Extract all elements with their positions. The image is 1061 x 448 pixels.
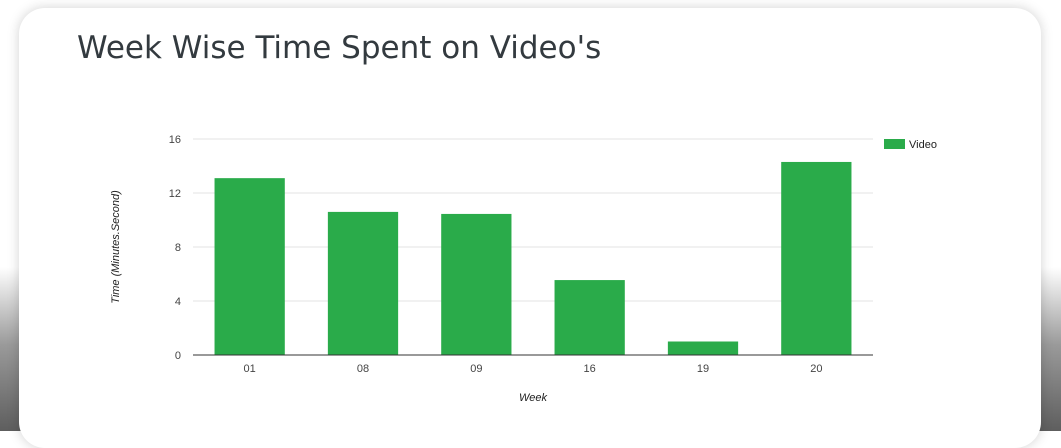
bar-week-20	[781, 161, 852, 355]
y-tick-label: 12	[169, 188, 181, 200]
x-tick-label: 08	[357, 363, 369, 375]
legend: Video	[884, 139, 937, 151]
bar-week-09	[441, 213, 512, 355]
legend-label-video: Video	[909, 139, 937, 151]
card-title: Week Wise Time Spent on Video's	[77, 30, 602, 66]
gridlines	[193, 138, 873, 302]
bar-week-19	[667, 341, 739, 355]
x-tick-label: 09	[470, 363, 482, 375]
y-tick-label: 8	[175, 242, 181, 254]
chart-card: Week Wise Time Spent on Video's 0 4 8 12 16 …	[19, 8, 1041, 448]
bars	[214, 161, 852, 355]
x-tick-label: 01	[244, 363, 256, 375]
bar-week-16	[554, 280, 625, 355]
bar-week-08	[327, 211, 399, 355]
y-tick-label: 4	[175, 296, 181, 308]
video-time-bar-chart: 0 4 8 12 16 01 08 09 16 19 20 Week Time (Minutes.…	[110, 134, 937, 404]
x-axis-title: Week	[519, 392, 547, 404]
y-tick-label: 16	[169, 134, 181, 146]
y-tick-label: 0	[175, 350, 181, 362]
y-axis-title: Time (Minutes.Second)	[110, 190, 122, 304]
y-axis-ticks: 0 4 8 12 16	[169, 134, 181, 362]
x-tick-label: 19	[697, 363, 709, 375]
x-tick-label: 20	[810, 363, 822, 375]
bar-week-01	[214, 178, 285, 355]
legend-swatch-video	[884, 139, 905, 149]
x-axis-ticks: 01 08 09 16 19 20	[244, 363, 823, 375]
x-tick-label: 16	[584, 363, 596, 375]
